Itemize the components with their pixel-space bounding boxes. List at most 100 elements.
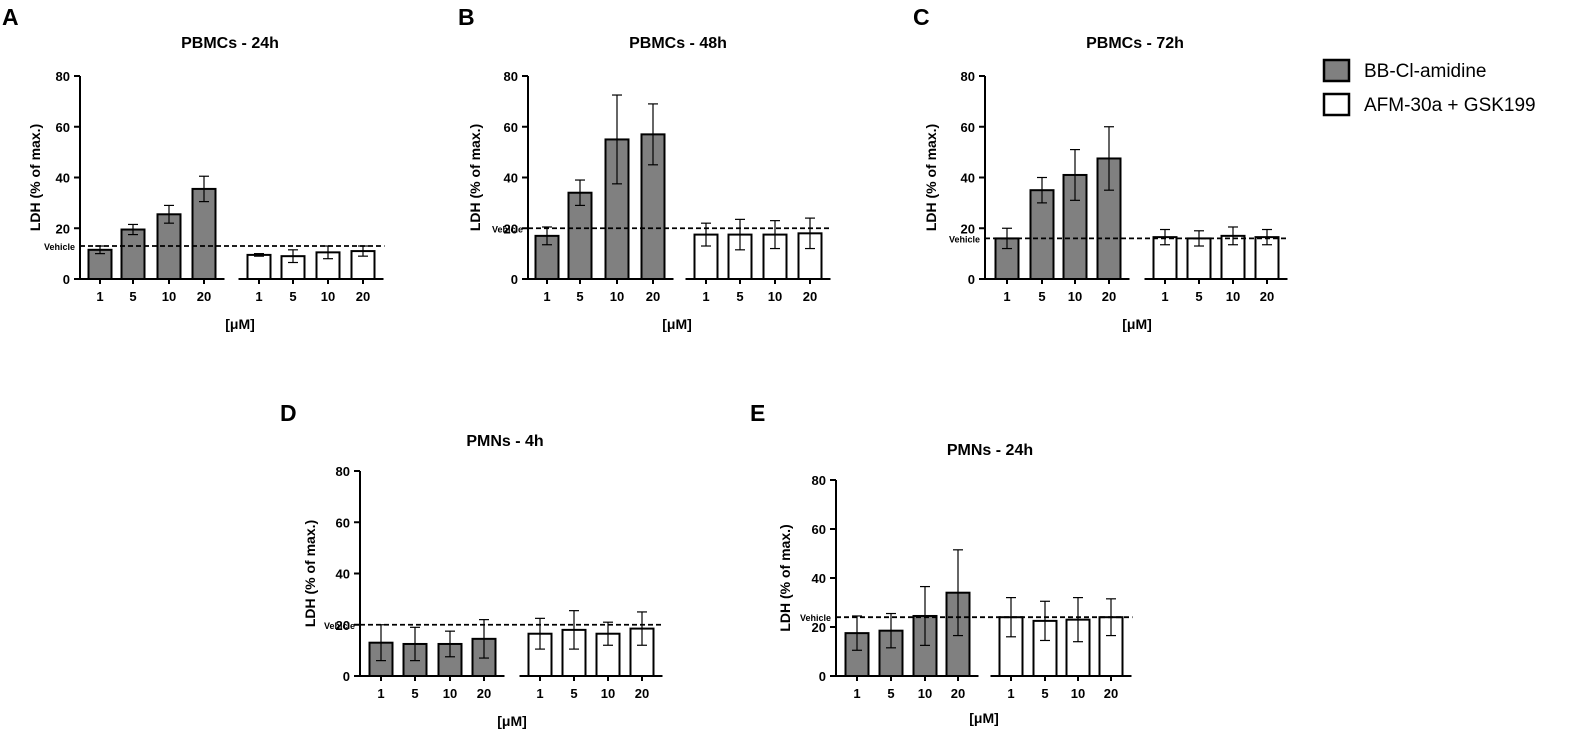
x-tick-label-d: 20 — [477, 686, 491, 701]
x-tick-label-d: 10 — [443, 686, 457, 701]
x-tick-label-a: 1 — [96, 289, 103, 304]
panel-a: A PBMCs - 24h 0 20 40 60 80 LDH (% of max.) [μM]… — [2, 4, 385, 332]
legend-label-bb-cl-amidine: BB-Cl-amidine — [1364, 61, 1486, 82]
panel-d: D PMNs - 4h 0 20 40 60 80 LDH (% of max.) [μM] 1 5… — [280, 400, 664, 729]
x-tick-label-c: 10 — [1226, 289, 1240, 304]
x-tick-label-b: 1 — [543, 289, 550, 304]
x-tick-label-a: 5 — [129, 289, 136, 304]
x-tick-label-c: 5 — [1038, 289, 1045, 304]
y-tick-label-c: 0 — [968, 272, 975, 287]
x-tick-label-e: 1 — [853, 686, 860, 701]
vehicle-label-c: Vehicle — [949, 234, 980, 244]
y-tick-label-d: 60 — [336, 515, 350, 530]
x-tick-label-a: 20 — [356, 289, 370, 304]
y-axis-title-e: LDH (% of max.) — [777, 524, 793, 631]
y-tick-label-c: 20 — [961, 221, 975, 236]
panel-title-e: PMNs - 24h — [947, 442, 1033, 459]
bar-c-s0-5 — [1029, 189, 1055, 280]
y-tick-label-e: 80 — [812, 473, 826, 488]
y-tick-label-a: 40 — [56, 171, 70, 186]
y-tick-label-d: 0 — [343, 669, 350, 684]
panel-letter-e: E — [750, 400, 765, 426]
x-axis-title-d: [μM] — [497, 713, 527, 729]
panel-letter-d: D — [280, 400, 297, 426]
y-axis-title-d: LDH (% of max.) — [302, 520, 318, 627]
x-tick-label-e: 5 — [887, 686, 894, 701]
x-tick-label-b: 1 — [702, 289, 709, 304]
x-tick-label-e: 1 — [1007, 686, 1014, 701]
vehicle-label-d: Vehicle — [324, 621, 355, 631]
y-tick-label-e: 0 — [819, 669, 826, 684]
y-tick-label-a: 0 — [63, 272, 70, 287]
x-tick-label-b: 20 — [803, 289, 817, 304]
x-axis-title-e: [μM] — [969, 710, 999, 726]
x-tick-label-a: 20 — [197, 289, 211, 304]
x-tick-label-b: 20 — [646, 289, 660, 304]
x-tick-label-a: 5 — [289, 289, 296, 304]
x-tick-label-d: 5 — [411, 686, 418, 701]
vehicle-label-e: Vehicle — [800, 613, 831, 623]
y-tick-label-b: 40 — [504, 171, 518, 186]
x-tick-label-c: 20 — [1102, 289, 1116, 304]
y-tick-label-e: 20 — [812, 620, 826, 635]
x-tick-label-d: 1 — [536, 686, 543, 701]
y-tick-label-e: 60 — [812, 522, 826, 537]
x-tick-label-e: 10 — [918, 686, 932, 701]
x-tick-label-d: 1 — [377, 686, 384, 701]
y-tick-label-c: 40 — [961, 171, 975, 186]
y-tick-label-a: 80 — [56, 69, 70, 84]
x-tick-label-b: 5 — [576, 289, 583, 304]
y-axis-title-c: LDH (% of max.) — [923, 124, 939, 231]
x-axis-title-a: [μM] — [225, 316, 255, 332]
panel-letter-c: C — [913, 4, 930, 30]
y-tick-label-d: 80 — [336, 464, 350, 479]
x-tick-label-c: 1 — [1003, 289, 1010, 304]
panel-b: B PBMCs - 48h 0 20 40 60 80 LDH (% of max.) [μM]… — [458, 4, 832, 332]
panel-c: C PBMCs - 72h 0 20 40 60 80 LDH (% of max.) [μM]… — [913, 4, 1289, 332]
y-tick-label-a: 20 — [56, 221, 70, 236]
y-tick-label-e: 40 — [812, 571, 826, 586]
x-tick-label-d: 20 — [635, 686, 649, 701]
x-tick-label-c: 10 — [1068, 289, 1082, 304]
panel-e: E PMNs - 24h 0 20 40 60 80 LDH (% of max.) [μM] 1… — [750, 400, 1133, 726]
vehicle-label-a: Vehicle — [44, 242, 75, 252]
x-tick-label-c: 20 — [1260, 289, 1274, 304]
x-tick-label-d: 5 — [570, 686, 577, 701]
x-tick-label-b: 10 — [610, 289, 624, 304]
panel-title-c: PBMCs - 72h — [1086, 35, 1184, 52]
x-tick-label-e: 20 — [951, 686, 965, 701]
y-axis-title-a: LDH (% of max.) — [27, 124, 43, 231]
bar-a-s0-20 — [191, 187, 217, 280]
x-axis-title-b: [μM] — [662, 316, 692, 332]
x-tick-label-d: 10 — [601, 686, 615, 701]
x-tick-label-b: 5 — [736, 289, 743, 304]
panel-letter-a: A — [2, 4, 19, 30]
panel-letter-b: B — [458, 4, 475, 30]
legend-label-afm30a-gsk199: AFM-30a + GSK199 — [1364, 95, 1536, 116]
legend: BB-Cl-amidine AFM-30a + GSK199 — [1322, 58, 1536, 117]
x-tick-label-a: 1 — [255, 289, 262, 304]
y-tick-label-a: 60 — [56, 120, 70, 135]
legend-swatch-afm30a-gsk199 — [1322, 92, 1351, 117]
y-tick-label-b: 80 — [504, 69, 518, 84]
vehicle-label-b: Vehicle — [492, 224, 523, 234]
x-tick-label-e: 20 — [1104, 686, 1118, 701]
x-tick-label-c: 1 — [1161, 289, 1168, 304]
y-tick-label-b: 0 — [511, 272, 518, 287]
bar-a-s0-5 — [120, 228, 146, 281]
x-tick-label-a: 10 — [321, 289, 335, 304]
y-tick-label-d: 40 — [336, 567, 350, 582]
x-tick-label-e: 10 — [1071, 686, 1085, 701]
panel-title-a: PBMCs - 24h — [181, 35, 279, 52]
x-axis-title-c: [μM] — [1122, 316, 1152, 332]
y-axis-title-b: LDH (% of max.) — [467, 124, 483, 231]
panel-title-b: PBMCs - 48h — [629, 35, 727, 52]
y-tick-label-c: 60 — [961, 120, 975, 135]
x-tick-label-b: 10 — [768, 289, 782, 304]
legend-swatch-bb-cl-amidine — [1322, 58, 1351, 83]
panel-title-d: PMNs - 4h — [466, 433, 543, 450]
y-tick-label-b: 60 — [504, 120, 518, 135]
y-tick-label-b: 20 — [504, 221, 518, 236]
y-tick-label-c: 80 — [961, 69, 975, 84]
